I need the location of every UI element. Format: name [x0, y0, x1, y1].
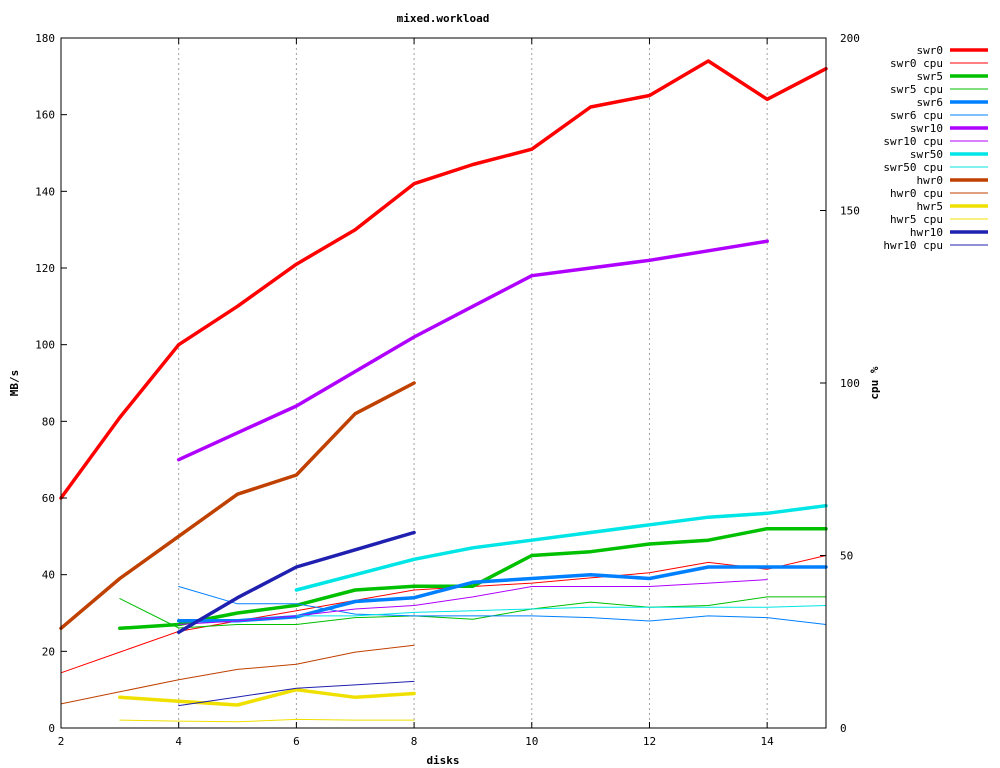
series-line-hwr5-cpu [119, 718, 415, 723]
series-line-hwr0-cpu [60, 644, 415, 705]
ticks: 2 4 6 8 10 12 14020406080100120140160180050100… [35, 32, 860, 748]
x-axis-label: disks [426, 754, 459, 767]
series-line-swr10-cpu [178, 579, 768, 625]
y-tick-label: 180 [35, 32, 55, 45]
legend-label-hwr10: hwr10 [910, 226, 943, 239]
y-tick-label: 0 [48, 722, 55, 735]
y-axis-label: MB/s [8, 370, 21, 397]
y-tick-label: 160 [35, 109, 55, 122]
series-line-swr0 [59, 59, 828, 500]
legend-label-swr0-cpu: swr0 cpu [890, 57, 943, 70]
y-tick-label: 120 [35, 262, 55, 275]
y-tick-label: 100 [35, 339, 55, 352]
series-line-hwr10-cpu [178, 680, 415, 707]
chart-title: mixed.workload [397, 12, 490, 25]
legend-label-swr6-cpu: swr6 cpu [890, 109, 943, 122]
legend-label-swr50-cpu: swr50 cpu [883, 161, 943, 174]
x-tick-label: 10 [525, 735, 538, 748]
y2-tick-label: 50 [840, 550, 853, 563]
series-line-swr5-cpu [119, 596, 827, 629]
legend-label-swr50: swr50 [910, 148, 943, 161]
x-tick-label: 8 [411, 735, 418, 748]
series-line-swr50 [294, 503, 828, 592]
series-line-swr6 [176, 565, 828, 623]
legend-label-hwr5-cpu: hwr5 cpu [890, 213, 943, 226]
x-tick-label: 2 [58, 735, 65, 748]
series-line-hwr0 [59, 381, 416, 631]
legend-label-hwr10-cpu: hwr10 cpu [883, 239, 943, 252]
legend-label-hwr0: hwr0 [917, 174, 944, 187]
legend-label-swr6: swr6 [917, 96, 944, 109]
legend-label-swr5: swr5 [917, 70, 944, 83]
y2-tick-label: 150 [840, 205, 860, 218]
y-tick-label: 40 [42, 569, 55, 582]
x-tick-label: 6 [293, 735, 300, 748]
legend-label-hwr0-cpu: hwr0 cpu [890, 187, 943, 200]
legend-label-hwr5: hwr5 [917, 200, 944, 213]
series-line-hwr5 [118, 687, 416, 707]
series-line-swr10 [176, 239, 769, 462]
series-line-swr0-cpu [60, 555, 827, 674]
y2-tick-label: 100 [840, 377, 860, 390]
x-tick-label: 4 [175, 735, 182, 748]
legend-label-swr10: swr10 [910, 122, 943, 135]
y2-axis-label: cpu % [868, 366, 881, 399]
legend-label-swr10-cpu: swr10 cpu [883, 135, 943, 148]
y-tick-label: 20 [42, 645, 55, 658]
y2-tick-label: 200 [840, 32, 860, 45]
y-tick-label: 140 [35, 185, 55, 198]
legend-label-swr0: swr0 [917, 44, 944, 57]
series-line-swr5 [118, 526, 828, 631]
y-tick-label: 80 [42, 415, 55, 428]
y2-tick-label: 0 [840, 722, 847, 735]
series-line-hwr10 [176, 530, 416, 634]
legend-label-swr5-cpu: swr5 cpu [890, 83, 943, 96]
series-line-swr50-cpu [295, 605, 827, 617]
x-tick-label: 12 [643, 735, 656, 748]
y-tick-label: 60 [42, 492, 55, 505]
x-tick-label: 14 [761, 735, 775, 748]
plot-area [59, 59, 828, 723]
series-line-swr6-cpu [178, 586, 827, 625]
